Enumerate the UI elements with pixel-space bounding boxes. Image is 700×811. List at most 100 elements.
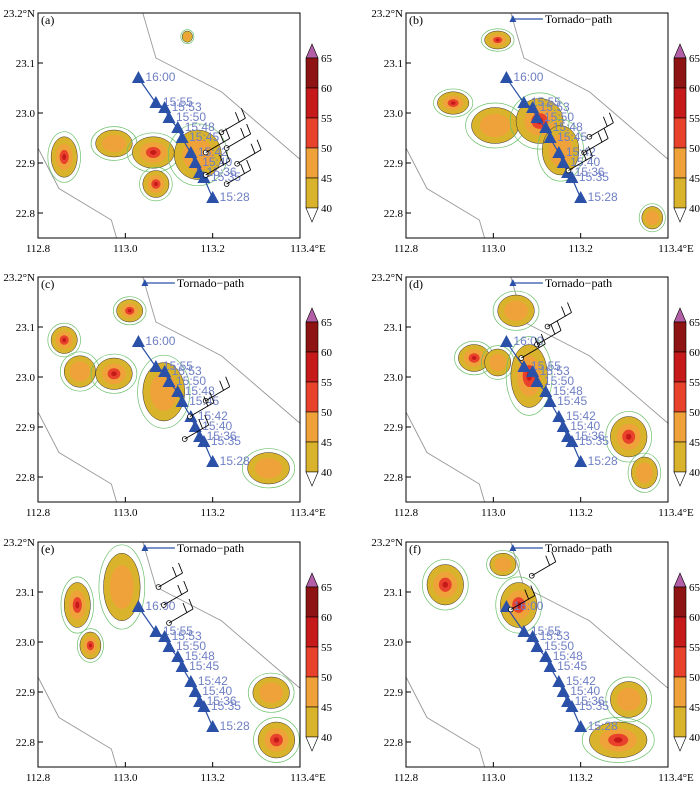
wind-barb-shaft [205,160,230,176]
tornado-marker [556,685,570,697]
x-tick-label: 113.2 [568,772,592,784]
tornado-marker [574,455,588,467]
colorbar-segment [673,586,687,618]
panel-label: (c) [41,277,54,291]
wind-barb-flag [219,132,225,143]
tornado-marker [543,131,557,143]
tornado-marker [556,156,570,168]
colorbar-bottom-arrow [305,736,319,752]
tornado-marker [565,171,579,183]
wind-barb-flag [524,589,530,600]
reflectivity-cell [112,296,147,326]
colorbar-segment [305,616,319,648]
reflectivity-cell [242,448,296,489]
x-tick-label: 113.2 [568,243,592,255]
legend-marker [509,279,517,286]
colorbar-segment [673,87,687,119]
wind-barb-flag [204,414,210,426]
panel-label: (e) [41,542,54,556]
boundary-line [405,147,486,239]
reflectivity-45 [183,32,191,41]
reflectivity-cell [126,132,180,173]
colorbar-tick-label: 45 [321,702,333,714]
panel-label: (b) [409,13,423,27]
colorbar: 65 60 55 50 45 40 [305,43,333,223]
legend: Tornado−path [509,541,612,555]
contour-line [253,717,300,763]
reflectivity-55 [495,38,500,42]
wind-barb-flag [608,112,614,123]
contour-line [605,411,652,463]
wind-barb-shaft [221,117,246,133]
wind-barb-flag [182,602,188,614]
reflectivity-cell [480,28,515,52]
y-tick-label: 23.1 [384,322,403,334]
colorbar-top-arrow [673,43,687,59]
tornado-marker [171,650,185,662]
reflectivity-cell [59,351,100,392]
y-tick-label: 23.1 [16,58,35,70]
y-tick-label: 23.1 [16,587,35,599]
x-tick-label: 113.4°E [290,243,326,255]
legend: Tornado−path [141,276,244,290]
wind-barb [155,562,183,590]
wind-barb-flag [550,324,556,335]
colorbar-tick-label: 65 [321,53,333,65]
wind-barb-flag [178,562,183,574]
tornado-marker [206,455,220,467]
reflectivity-55 [153,181,158,187]
tornado-marker [565,435,579,447]
reflectivity-cell [47,131,81,183]
tornado-time-label: 15:36 [207,429,237,443]
colorbar-tick-label: 40 [321,467,333,479]
colorbar-tick-label: 50 [321,143,333,155]
colorbar-segment [673,411,687,443]
colorbar-tick-label: 40 [321,203,333,215]
colorbar-segment [673,676,687,708]
contour-line [480,28,515,52]
legend: Tornado−path [509,276,612,290]
y-tick-label: 23.0 [16,637,36,649]
tornado-time-label: 15:40 [570,419,600,433]
reflectivity-45 [504,300,528,321]
tornado-marker [526,101,540,113]
legend-label: Tornado−path [177,541,244,555]
wind-barb [528,551,557,579]
tornado-marker [543,395,557,407]
plot-area [38,13,300,238]
wind-barb [166,598,194,626]
tornado-time-label: 15:28 [588,719,618,733]
tornado-marker [530,111,544,123]
tornado-time-label: 15:53 [540,100,570,114]
reflectivity-45 [102,134,126,153]
wind-barb-flag [188,598,194,610]
tornado-marker [162,375,176,387]
reflectivity-45 [150,372,178,411]
wind-barb-flag [530,585,536,596]
contour-line [492,290,540,331]
colorbar-tick-label: 40 [689,732,700,744]
x-tick-label: 112.8 [26,772,51,784]
y-tick-label: 23.2°N [371,8,403,20]
tornado-time-label: 15:55 [163,359,193,373]
tornado-time-label: 15:35 [211,434,241,448]
tornado-marker [517,625,531,637]
contour-line [242,448,296,489]
coastline [142,276,301,424]
colorbar-tick-label: 55 [321,113,333,125]
colorbar-tick-label: 55 [321,377,333,389]
panel-label: (d) [409,277,423,291]
coastline [510,12,669,160]
y-tick-label: 22.9 [16,158,36,170]
wind-barb-flag [582,150,587,161]
plot-frame [405,541,669,768]
tornado-time-label: 15:35 [579,434,609,448]
coastline [142,12,301,160]
contour-line [605,676,652,723]
wind-barb-flag [246,159,252,171]
reflectivity-45 [259,682,284,703]
plot-frame [405,276,669,503]
plot-frame [37,276,301,503]
wind-barb-shaft [510,595,536,610]
